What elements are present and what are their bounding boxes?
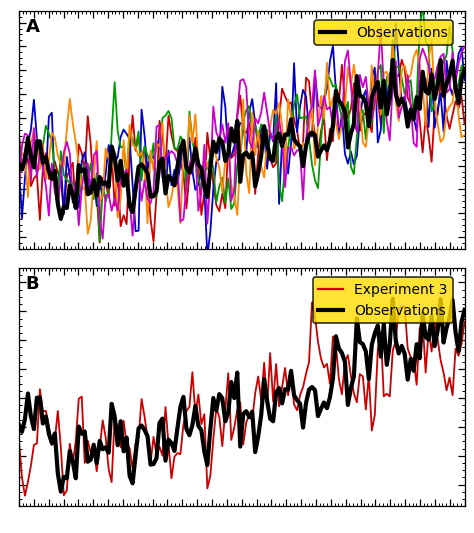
Legend: Observations: Observations bbox=[314, 20, 453, 45]
Legend: Experiment 3, Observations: Experiment 3, Observations bbox=[312, 277, 453, 324]
Text: A: A bbox=[26, 18, 39, 36]
Text: B: B bbox=[26, 275, 39, 293]
